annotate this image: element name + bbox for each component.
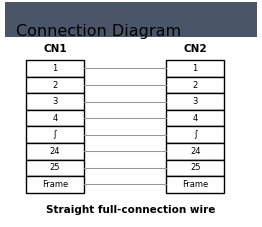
Text: 2: 2 — [193, 81, 198, 89]
Bar — [166, 77, 224, 93]
Bar — [166, 93, 224, 110]
Bar — [26, 77, 84, 93]
Text: 25: 25 — [50, 163, 60, 172]
Text: ʃ: ʃ — [194, 130, 196, 139]
Text: Straight full-connection wire: Straight full-connection wire — [46, 205, 216, 215]
Text: 24: 24 — [190, 147, 200, 156]
Text: 2: 2 — [52, 81, 58, 89]
Bar — [166, 110, 224, 126]
Bar — [26, 176, 84, 193]
Bar — [166, 126, 224, 143]
Text: Frame: Frame — [42, 180, 68, 189]
Bar — [5, 2, 257, 37]
Bar — [26, 126, 84, 143]
Text: 25: 25 — [190, 163, 200, 172]
Text: CN1: CN1 — [43, 44, 67, 54]
Text: ʃ: ʃ — [54, 130, 56, 139]
Text: CN2: CN2 — [183, 44, 207, 54]
Bar — [26, 110, 84, 126]
Bar — [26, 93, 84, 110]
Text: 4: 4 — [52, 114, 58, 123]
Text: 1: 1 — [193, 64, 198, 73]
Text: 3: 3 — [52, 97, 58, 106]
Text: Connection Diagram: Connection Diagram — [16, 24, 181, 39]
Bar — [166, 176, 224, 193]
Bar — [26, 60, 84, 77]
Bar — [26, 160, 84, 176]
Bar — [166, 143, 224, 160]
Bar — [166, 60, 224, 77]
Text: Frame: Frame — [182, 180, 208, 189]
Bar — [166, 160, 224, 176]
Text: 24: 24 — [50, 147, 60, 156]
Bar — [26, 143, 84, 160]
Text: 4: 4 — [193, 114, 198, 123]
Text: 3: 3 — [193, 97, 198, 106]
Text: 1: 1 — [52, 64, 58, 73]
